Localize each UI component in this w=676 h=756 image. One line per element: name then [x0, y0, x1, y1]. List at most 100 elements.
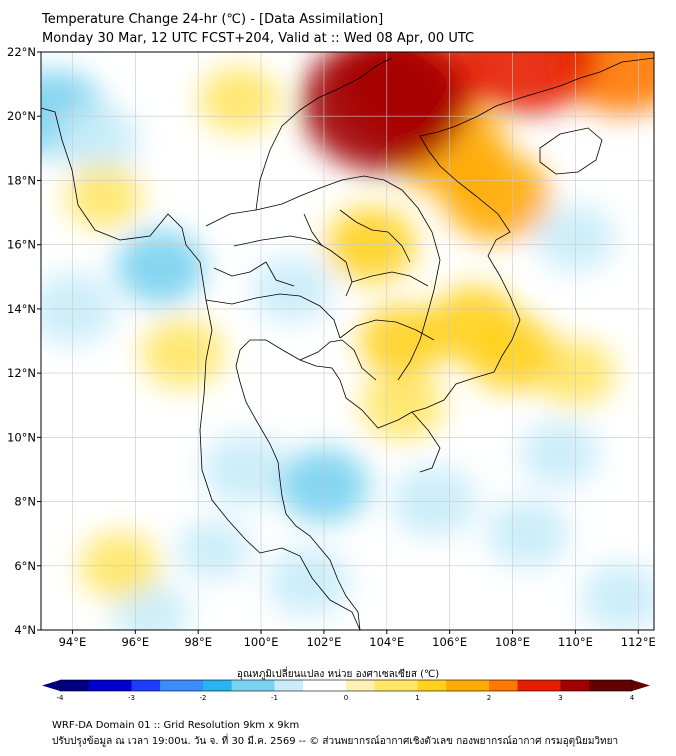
colorbar: -4 -3 -2 -1 0 1 2 3 4 — [42, 679, 650, 702]
colorbar-segment — [546, 680, 561, 691]
colorbar-segment — [360, 680, 376, 691]
axis-ticks: 94°E 96°E 98°E 100°E 102°E 104°E 106°E 108°E 110… — [7, 45, 656, 649]
chart-subtitle: Monday 30 Mar, 12 UTC FCST+204, Valid at… — [42, 31, 475, 46]
colorbar-segment — [388, 680, 404, 691]
colorbar-tick-label: 3 — [558, 694, 562, 702]
colorbar-segment — [446, 680, 461, 691]
colorbar-segment — [117, 680, 132, 691]
colorbar-segment — [74, 680, 90, 691]
footer-model-info: WRF-DA Domain 01 :: Grid Resolution 9km … — [52, 720, 300, 731]
colorbar-tick-label: 0 — [344, 694, 348, 702]
longitude-tick-label: 112°E — [621, 635, 656, 649]
colorbar-segment — [245, 680, 261, 691]
latitude-tick-label: 4°N — [14, 623, 36, 637]
latitude-tick-label: 22°N — [7, 45, 36, 59]
colorbar-segment — [160, 680, 175, 691]
latitude-tick-label: 20°N — [7, 109, 36, 123]
colorbar-segment — [517, 680, 533, 691]
cool-anomaly-blob — [252, 256, 333, 323]
latitude-tick-label: 18°N — [7, 173, 36, 187]
warm-anomaly-blob — [65, 164, 143, 229]
cool-anomaly-blob — [519, 420, 600, 487]
colorbar-segment — [560, 680, 576, 691]
colorbar-min-extend — [42, 680, 60, 691]
cool-anomaly-blob — [266, 547, 350, 617]
cool-anomaly-blob — [581, 563, 654, 630]
colorbar-segment — [346, 680, 361, 691]
cool-anomaly-blob — [56, 104, 140, 174]
colorbar-segment — [217, 680, 233, 691]
colorbar-segment — [88, 680, 104, 691]
colorbar-max-extend — [632, 680, 650, 691]
colorbar-tick-label: 2 — [487, 694, 491, 702]
chart-title: Temperature Change 24-hr (℃) - [Data Ass… — [42, 12, 384, 27]
coastlines-and-borders — [41, 57, 654, 630]
longitude-tick-label: 98°E — [184, 635, 212, 649]
colorbar-tick-label: -4 — [57, 694, 65, 702]
longitude-tick-label: 94°E — [59, 635, 87, 649]
latitude-tick-label: 6°N — [14, 559, 36, 573]
colorbar-segment — [460, 680, 476, 691]
colorbar-tick-label: 1 — [415, 694, 419, 702]
colorbar-label: อุณหภูมิเปลี่ยนแปลง หน่วย องศาเซลเซียส (… — [236, 669, 440, 680]
colorbar-segment — [260, 680, 275, 691]
map-border — [40, 51, 655, 631]
latitude-tick-label: 14°N — [7, 302, 36, 316]
colorbar-segment — [617, 680, 633, 691]
colorbar-segment — [317, 680, 333, 691]
warm-anomaly-blob — [458, 52, 599, 114]
colorbar-segment — [403, 680, 418, 691]
colorbar-segment — [374, 680, 390, 691]
latitude-tick-label: 8°N — [14, 495, 36, 509]
colorbar-segment — [60, 680, 75, 691]
colorbar-segment — [589, 680, 604, 691]
colorbar-tick-label: -2 — [200, 694, 207, 702]
longitude-tick-label: 106°E — [432, 635, 467, 649]
colorbar-tick-label: 4 — [630, 694, 635, 702]
colorbar-segment — [489, 680, 504, 691]
cool-anomaly-blob — [202, 433, 289, 506]
warm-anomaly-blob — [359, 305, 446, 377]
longitude-tick-label: 100°E — [244, 635, 279, 649]
latitude-tick-label: 12°N — [7, 366, 36, 380]
colorbar-segment — [102, 680, 118, 691]
colorbar-segment — [274, 680, 290, 691]
temperature-anomaly-field — [41, 52, 654, 630]
warm-anomaly-blob — [360, 370, 445, 440]
colorbar-segment — [231, 680, 247, 691]
colorbar-segment — [431, 680, 447, 691]
warm-anomaly-blob — [140, 319, 224, 389]
lat-lon-gridlines — [41, 52, 654, 630]
colorbar-segment — [174, 680, 190, 691]
colorbar-segment — [603, 680, 619, 691]
colorbar-tick-label: -1 — [271, 694, 278, 702]
colorbar-segment — [188, 680, 204, 691]
longitude-tick-label: 108°E — [495, 635, 530, 649]
longitude-tick-label: 104°E — [369, 635, 404, 649]
cool-anomaly-blob — [486, 499, 570, 569]
colorbar-segment — [531, 680, 547, 691]
colorbar-tick-label: -3 — [128, 694, 135, 702]
warm-anomaly-blob — [199, 66, 279, 134]
warm-anomaly-blob — [428, 286, 522, 364]
colorbar-segment — [131, 680, 147, 691]
longitude-tick-label: 102°E — [306, 635, 341, 649]
footer-credit: ปรับปรุงข้อมูล ณ เวลา 19:00น. วัน จ. ที่… — [52, 736, 619, 747]
latitude-tick-label: 10°N — [7, 430, 36, 444]
longitude-tick-label: 110°E — [558, 635, 593, 649]
colorbar-segment — [474, 680, 490, 691]
cool-anomaly-blob — [115, 229, 206, 305]
longitude-tick-label: 96°E — [121, 635, 149, 649]
colorbar-segment — [145, 680, 161, 691]
colorbar-segment — [203, 680, 218, 691]
warm-anomaly-blob — [301, 52, 466, 172]
colorbar-segment — [331, 680, 347, 691]
cool-anomaly-blob — [177, 519, 251, 581]
colorbar-segment — [503, 680, 519, 691]
latitude-tick-label: 16°N — [7, 238, 36, 252]
colorbar-segment — [417, 680, 433, 691]
colorbar-segment — [303, 680, 318, 691]
colorbar-segment — [288, 680, 304, 691]
colorbar-segment — [574, 680, 590, 691]
